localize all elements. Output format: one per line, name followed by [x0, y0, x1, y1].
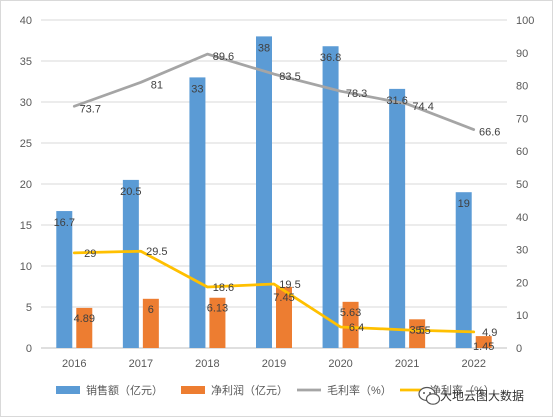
watermark: 大地云图大数据 — [418, 386, 524, 405]
y-left-tick-label: 40 — [20, 15, 32, 27]
bar-data-label: 6 — [148, 304, 154, 316]
line-data-label: 74.4 — [412, 101, 433, 113]
wechat-icon — [418, 386, 441, 405]
bar-sales — [322, 46, 339, 349]
gross-margin-line — [72, 52, 476, 131]
legend-label: 销售额（亿元） — [86, 383, 163, 397]
y-left-tick-label: 0 — [26, 343, 32, 355]
bar-data-label: 38 — [258, 42, 270, 54]
gridlines — [41, 19, 507, 349]
bar-data-label: 6.13 — [207, 303, 228, 315]
line-data-label: 73.7 — [80, 103, 101, 115]
x-tick-label: 2022 — [461, 358, 485, 370]
legend-label: 净利率（%） — [430, 383, 495, 397]
y-left-tick-label: 25 — [20, 138, 32, 150]
x-tick-label: 2020 — [328, 358, 352, 370]
line-data-label: 78.3 — [346, 88, 367, 100]
bar-data-label: 7.45 — [273, 292, 294, 304]
line-data-label: 29 — [84, 248, 96, 260]
legend-label: 净利润（亿元） — [211, 383, 288, 397]
y-left-tick-label: 15 — [20, 220, 32, 232]
line-data-label: 83.5 — [279, 71, 300, 83]
line-data-label: 5.5 — [415, 325, 430, 337]
legend-swatch — [181, 386, 205, 394]
y-right-tick-label: 40 — [516, 212, 528, 224]
legend: 销售额（亿元） 净利润（亿元） 毛利率（%） 净利率（%） — [56, 383, 495, 397]
bar-data-label: 5.63 — [340, 307, 361, 319]
line-data-label: 29.5 — [146, 246, 167, 258]
x-tick-label: 2018 — [195, 358, 219, 370]
bar-net-profit — [209, 297, 226, 348]
bar-data-label: 16.7 — [54, 217, 75, 229]
line-data-label: 18.6 — [213, 282, 234, 294]
bar-sales — [256, 36, 272, 349]
bar-data-label: 3.5 — [409, 324, 424, 336]
bar-net-profit — [475, 336, 492, 348]
y-right-tick-label: 50 — [516, 179, 528, 191]
y-right-tick-label: 70 — [516, 113, 528, 125]
y-left-tick-label: 5 — [26, 302, 32, 314]
x-tick-label: 2021 — [395, 358, 419, 370]
bar-data-label: 1.45 — [473, 341, 494, 353]
y-right-tick-label: 100 — [516, 15, 534, 27]
y-left-tick-label: 30 — [20, 97, 32, 109]
bar-data-label: 20.5 — [120, 186, 141, 198]
line-data-label: 19.5 — [279, 279, 300, 291]
y-left-tick-label: 35 — [20, 56, 32, 68]
watermark-text: 大地云图大数据 — [440, 388, 524, 403]
bar-sales — [122, 179, 139, 348]
line-data-label: 6.4 — [349, 322, 364, 334]
y-right-tick-label: 90 — [516, 48, 528, 60]
x-axis: 2016 2017 2018 2019 2020 2021 2022 — [62, 358, 486, 370]
bar-data-label: 31.6 — [386, 95, 407, 107]
line-series — [72, 52, 476, 334]
bar-sales — [56, 211, 73, 348]
bar-sales — [455, 192, 472, 348]
y-right-tick-label: 20 — [516, 277, 528, 289]
bar-sales — [189, 77, 206, 349]
bar-net-profit — [409, 319, 426, 348]
y-left-tick-label: 20 — [20, 179, 32, 191]
line-data-label: 66.6 — [479, 127, 500, 139]
y-left-tick-label: 10 — [20, 261, 32, 273]
y-right-tick-label: 0 — [516, 343, 522, 355]
line-data-label: 81 — [151, 79, 163, 91]
bar-data-label: 19 — [458, 198, 470, 210]
line-data-label: 89.6 — [213, 51, 234, 63]
y-right-tick-label: 60 — [516, 146, 528, 158]
y-right-tick-label: 80 — [516, 81, 528, 93]
y-right-tick-label: 10 — [516, 310, 528, 322]
x-tick-label: 2019 — [262, 358, 286, 370]
bar-data-label: 4.89 — [74, 313, 95, 325]
y-left-axis: 0 5 10 15 20 25 30 35 40 — [20, 15, 32, 355]
bar-net-profit — [142, 298, 159, 348]
bar-net-profit — [342, 301, 359, 348]
bar-data-label: 36.8 — [320, 52, 341, 64]
legend-label: 毛利率（%） — [327, 383, 392, 397]
line-data-label: 4.9 — [482, 327, 497, 339]
bar-net-profit — [76, 307, 93, 348]
x-tick-label: 2017 — [129, 358, 153, 370]
net-margin-line — [72, 249, 476, 334]
y-right-tick-label: 30 — [516, 245, 528, 257]
bar-sales — [389, 88, 406, 348]
x-tick-label: 2016 — [62, 358, 86, 370]
bar-net-profit — [276, 286, 292, 348]
data-labels: 16.7 20.5 33 38 36.8 31.6 19 4.89 6 6.13 7.45 5.63 3… — [54, 42, 501, 353]
legend-swatch — [56, 386, 80, 394]
y-right-axis: 0 10 20 30 40 50 60 70 80 90 100 — [516, 15, 534, 355]
bar-data-label: 33 — [191, 83, 203, 95]
